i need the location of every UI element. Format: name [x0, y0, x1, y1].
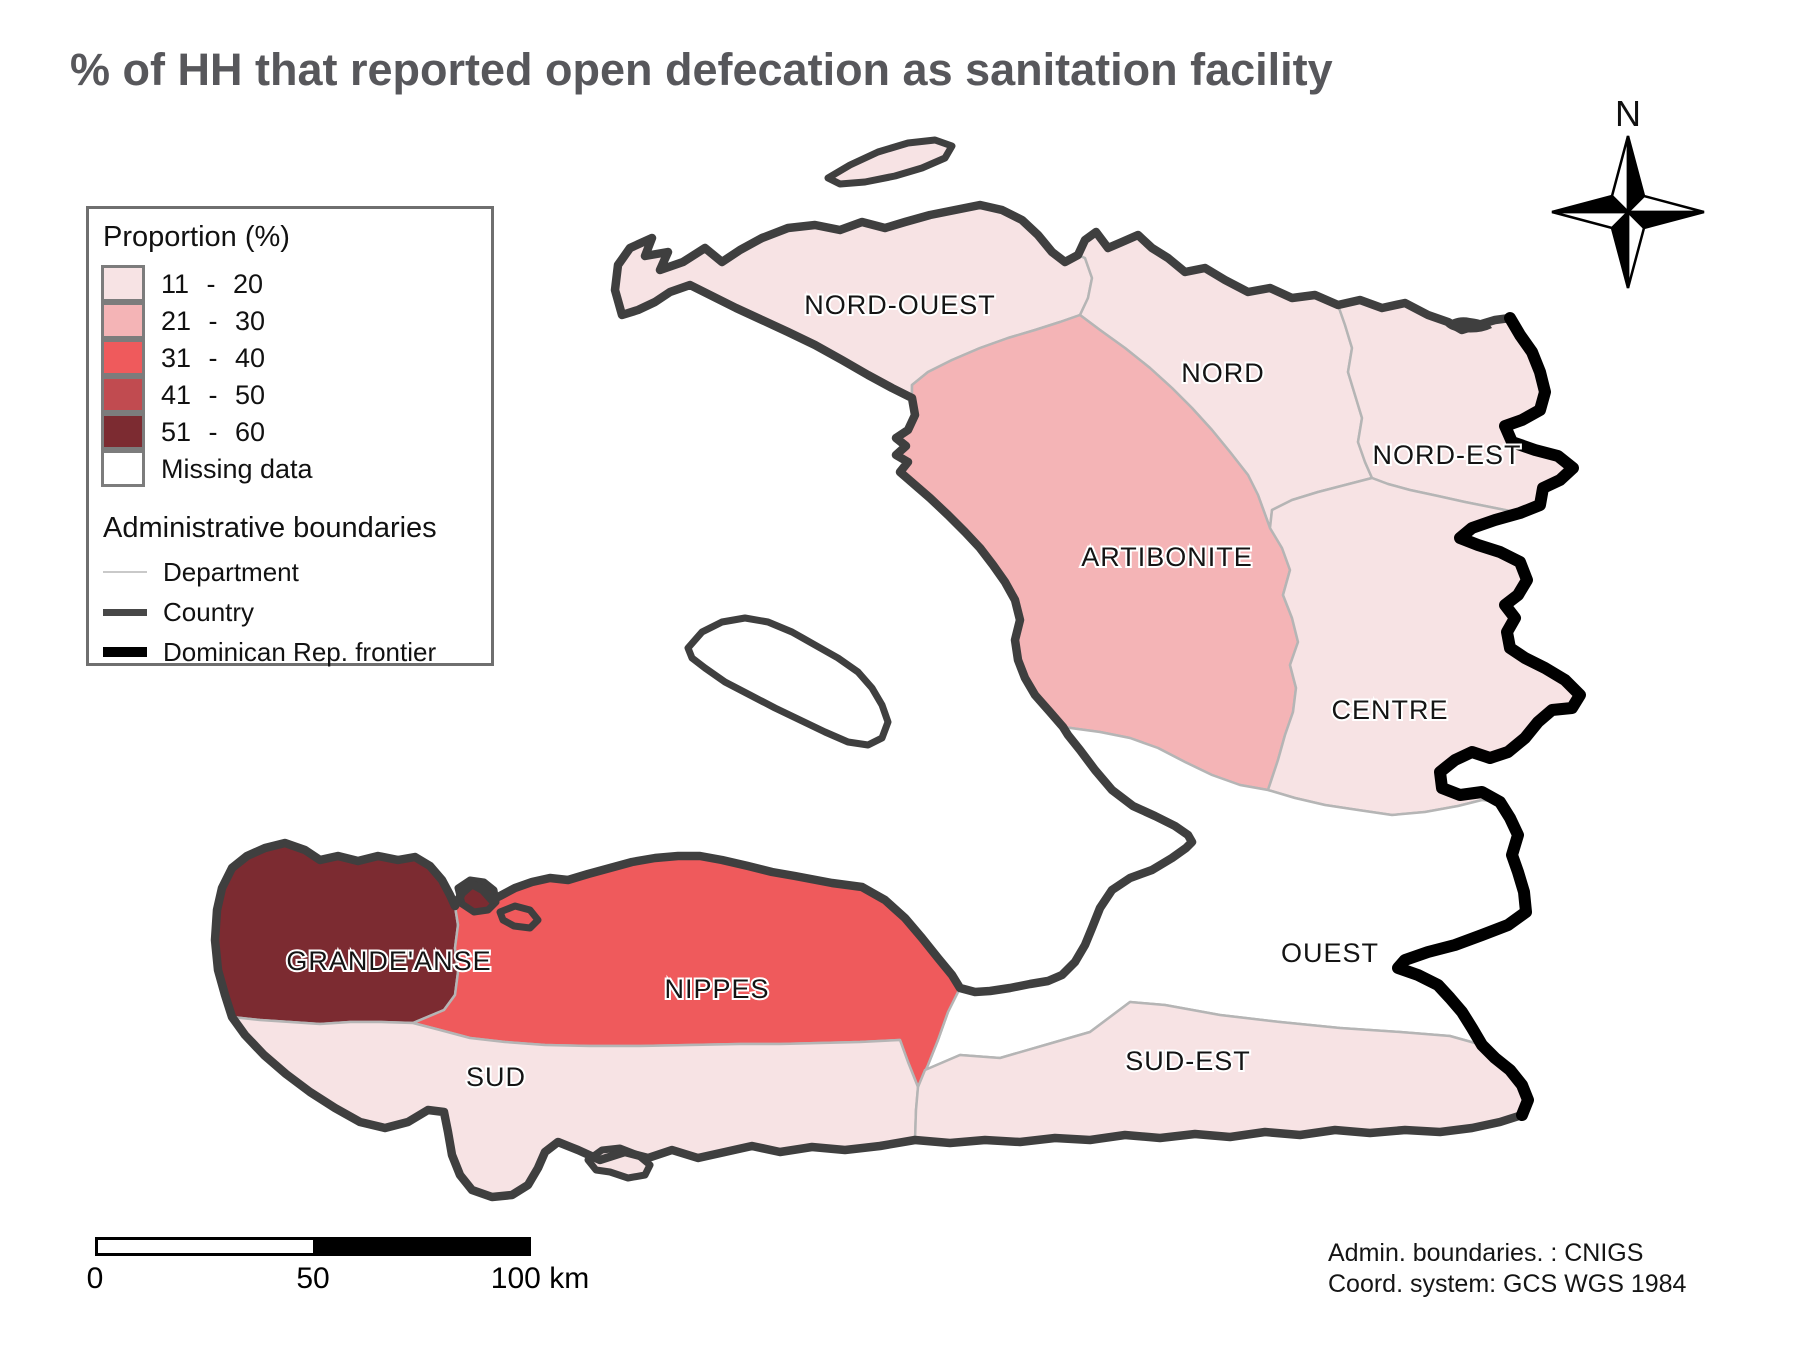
legend-swatch-31-40: [101, 338, 145, 376]
compass-north-label: N: [1615, 93, 1641, 134]
legend-swatch-21-30: [101, 301, 145, 339]
department-regions: [213, 203, 1582, 1199]
legend-boundary-row: Country: [103, 596, 479, 627]
legend-boundary-row: Department: [103, 556, 479, 587]
legend-class-label: 31 - 40: [161, 343, 266, 373]
legend-boundaries-title: Administrative boundaries: [103, 512, 437, 544]
legend-swatch-missing: [101, 449, 145, 487]
map-credits: Admin. boundaries. : CNIGS Coord. system…: [1328, 1238, 1686, 1300]
legend-class-label: Missing data: [161, 454, 313, 484]
country-line-sample: [103, 608, 147, 616]
legend-boundary-label: Dominican Rep. frontier: [163, 636, 437, 667]
scale-bar-black-segment: [313, 1240, 528, 1253]
label-ouest: OUEST: [1281, 938, 1379, 968]
legend-class-label: 11 - 20: [161, 269, 264, 299]
legend-class-label: 41 - 50: [161, 380, 266, 410]
legend-class-label: 21 - 30: [161, 306, 266, 336]
legend-title: Proportion (%): [103, 221, 290, 253]
label-nippes: NIPPES: [664, 974, 769, 1004]
label-artibonite: ARTIBONITE: [1081, 542, 1253, 572]
frontier-line-sample: [103, 647, 147, 657]
legend-class-row: 11 - 20: [101, 264, 479, 303]
legend-class-row: 31 - 40: [101, 338, 479, 377]
legend-class-row: 51 - 60: [101, 412, 479, 451]
legend-class-row: 21 - 30: [101, 301, 479, 340]
petite-cayemite-island: [496, 902, 542, 932]
scale-tick-0: 0: [86, 1262, 104, 1295]
label-sud: SUD: [466, 1062, 526, 1092]
country-boundary: [210, 200, 1585, 1202]
label-sud-est: SUD-EST: [1125, 1046, 1251, 1076]
legend-boundary-row: Dominican Rep. frontier: [103, 636, 479, 667]
label-nord-est: NORD-EST: [1373, 440, 1522, 470]
tortue-island: [824, 136, 956, 188]
scale-bar: [95, 1237, 531, 1256]
gonave-island: [684, 614, 892, 749]
legend-boundary-label: Department: [163, 556, 299, 587]
department-labels: NORD-OUEST NORD NORD-EST ARTIBONITE CENT…: [284, 288, 1522, 1094]
scale-tick-100: 100 km: [490, 1262, 590, 1295]
scale-tick-50: 50: [296, 1262, 330, 1295]
map-legend: Proportion (%) 11 - 20 21 - 30 31 - 40 4…: [86, 206, 494, 667]
department-line-sample: [103, 571, 147, 573]
legend-swatch-41-50: [101, 375, 145, 413]
page-title: % of HH that reported open defecation as…: [70, 44, 1333, 95]
legend-class-row: 41 - 50: [101, 375, 479, 414]
credits-line-boundaries: Admin. boundaries. : CNIGS: [1328, 1239, 1644, 1267]
legend-boundary-label: Country: [163, 596, 255, 627]
label-nord-ouest: NORD-OUEST: [804, 290, 996, 320]
legend-class-label: 51 - 60: [161, 417, 266, 447]
label-grande-anse: GRANDE'ANSE: [286, 946, 491, 976]
label-centre: CENTRE: [1331, 695, 1448, 725]
legend-class-row: Missing data: [101, 449, 479, 488]
dominican-frontier-boundary: [1392, 312, 1586, 1121]
credits-line-coord-system: Coord. system: GCS WGS 1984: [1328, 1270, 1687, 1298]
lagoon-shape: [1445, 317, 1492, 333]
legend-swatch-11-20: [101, 264, 145, 302]
region-grande-anse: [213, 841, 460, 1026]
legend-swatch-51-60: [101, 412, 145, 450]
compass-rose: N: [1551, 93, 1705, 289]
label-nord: NORD: [1181, 358, 1265, 388]
region-centre: [1266, 476, 1582, 817]
